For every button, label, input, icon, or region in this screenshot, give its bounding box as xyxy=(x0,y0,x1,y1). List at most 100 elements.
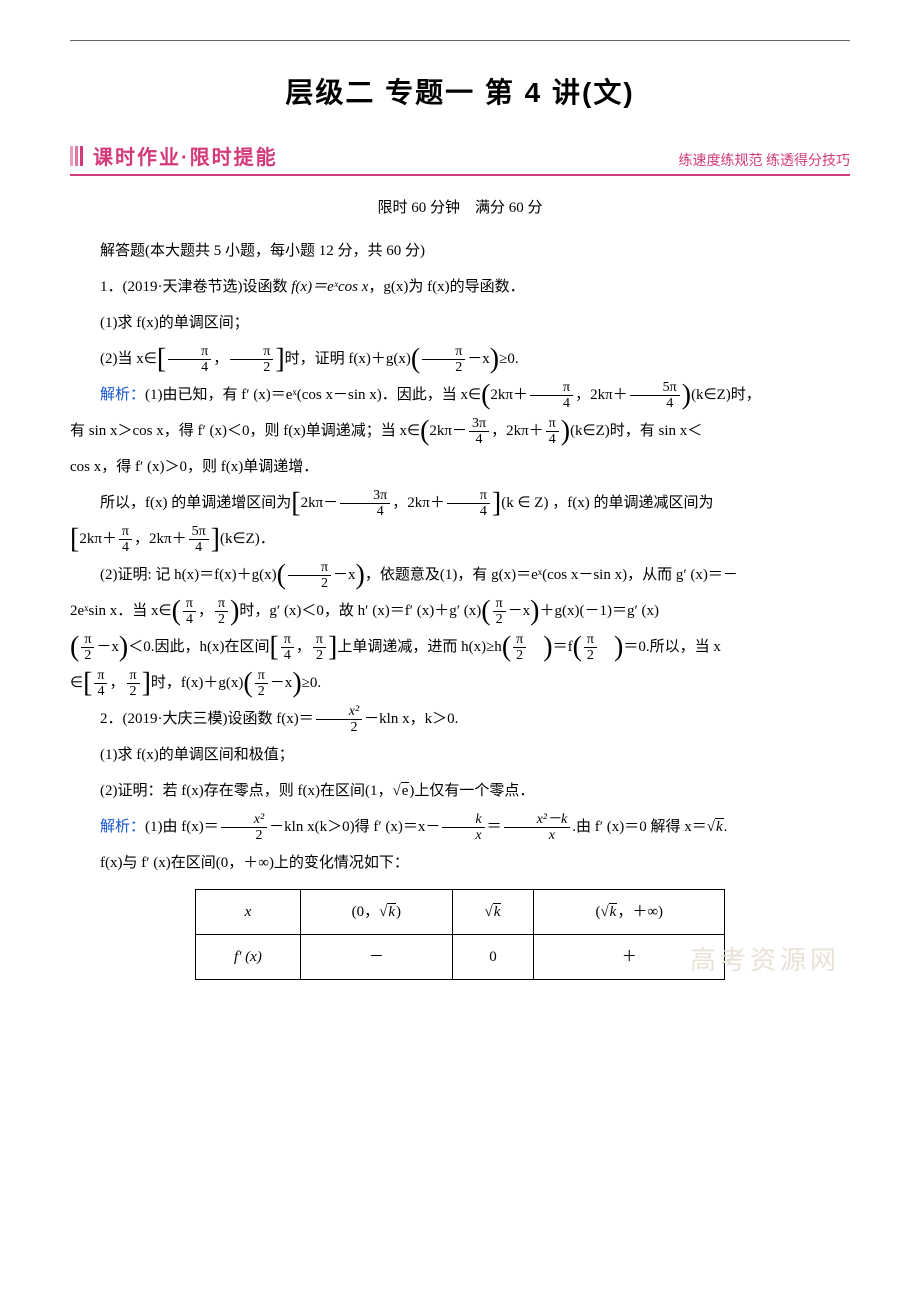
q1-part1: (1)求 f(x)的单调区间； xyxy=(70,305,850,341)
q2-sol1c: ＝ xyxy=(487,819,502,835)
frac-num: π xyxy=(447,488,490,503)
q2-stem: 2．(2019·大庆三模)设函数 f(x)＝x²2－kln x，k＞0. xyxy=(70,701,850,737)
q1-sol1e-pre: 所以，f(x) 的单调递增区间为 xyxy=(100,495,291,511)
frac-num: 3π xyxy=(469,416,489,431)
frac-num: 5π xyxy=(630,380,680,395)
frac-num: k xyxy=(442,812,484,827)
q1-sol1b: 有 sin x＞cos x，得 f′ (x)＜0，则 f(x)单调递减；当 x∈ xyxy=(70,423,420,439)
t: 2kπ＋ xyxy=(590,387,628,403)
q1-sol2c4: ＝0.所以，当 x xyxy=(623,639,721,655)
frac-den: 2 xyxy=(493,611,506,627)
section-header: 课时作业·限时提能 练速度练规范 练透得分技巧 xyxy=(70,141,850,170)
frac-den: 2 xyxy=(313,647,326,663)
sqrt-k: k xyxy=(715,818,724,835)
frac-num: π xyxy=(584,632,597,647)
frac-den: 2 xyxy=(316,719,362,735)
table-cell: (0，√k) xyxy=(301,890,453,935)
frac-num: 3π xyxy=(340,488,390,503)
t: 2kπ＋ xyxy=(490,387,528,403)
frac-num: π xyxy=(168,344,211,359)
frac-num: π xyxy=(513,632,526,647)
q1-sol2-line3: (π2－x)＜0.因此，h(x)在区间[π4，π2]上单调递减，进而 h(x)≥… xyxy=(70,629,850,665)
top-rule xyxy=(70,40,850,41)
q1-sol2c2: 上单调递减，进而 h(x)≥h xyxy=(337,639,501,655)
t: 2kπ－ xyxy=(429,423,467,439)
intro-line: 解答题(本大题共 5 小题，每小题 12 分，共 60 分) xyxy=(70,233,850,269)
q1-stem-text: 1．(2019·天津卷节选)设函数 xyxy=(100,279,288,295)
section-left: 课时作业·限时提能 xyxy=(70,141,278,170)
t: 2kπ＋ xyxy=(506,423,544,439)
table-cell: x xyxy=(195,890,300,935)
frac-num: x² xyxy=(221,812,267,827)
q1-sol2a2: ，依题意及(1)，有 g(x)＝eˣ(cos x－sin x)，从而 g′ (x… xyxy=(365,567,738,583)
q1-part2-prefix: (2)当 x∈ xyxy=(100,351,157,367)
table-cell: √k xyxy=(452,890,534,935)
table-cell: 0 xyxy=(452,935,534,980)
q1-sol-line5: [2kπ＋π4，2kπ＋5π4](k∈Z)． xyxy=(70,521,850,557)
q1-fx: f(x)＝eˣcos x xyxy=(291,279,368,295)
q2-sol1a: (1)由 f(x)＝ xyxy=(145,819,219,835)
q2-sol-line2: f(x)与 f′ (x)在区间(0，＋∞)上的变化情况如下： xyxy=(70,845,850,881)
q1-sol1a: (1)由已知，有 f′ (x)＝eˣ(cos x－sin x)．因此，当 x∈ xyxy=(145,387,481,403)
frac-den: 4 xyxy=(340,503,390,519)
q1-sol2c: ＜0.因此，h(x)在区间 xyxy=(128,639,269,655)
q1-part2-argrest: －x xyxy=(467,351,490,367)
t: －x xyxy=(270,675,293,691)
frac-num: π xyxy=(119,524,132,539)
table-cell: f′ (x) xyxy=(195,935,300,980)
frac-den: x xyxy=(504,827,571,843)
frac-num: π xyxy=(255,668,268,683)
frac-num: π xyxy=(183,596,196,611)
frac-den: 2 xyxy=(513,647,526,663)
table-row: x (0，√k) √k (√k，＋∞) xyxy=(195,890,724,935)
q2-sol1d: .由 f′ (x)＝0 解得 x＝ xyxy=(572,819,707,835)
t: 2kπ＋ xyxy=(79,531,117,547)
q1-sol-line4: 所以，f(x) 的单调递增区间为[2kπ－3π4，2kπ＋π4](k ∈ Z) … xyxy=(70,485,850,521)
frac-num: π xyxy=(230,344,273,359)
q1-sol2c3: ＝f xyxy=(553,639,573,655)
q2-part1: (1)求 f(x)的单调区间和极值； xyxy=(70,737,850,773)
frac-num: π xyxy=(127,668,140,683)
variation-table: x (0，√k) √k (√k，＋∞) f′ (x) － 0 ＋ xyxy=(195,889,725,980)
frac-num: π xyxy=(313,632,326,647)
frac-num: π xyxy=(81,632,94,647)
q2-sol1e: . xyxy=(724,819,728,835)
q2-part2: (2)证明：若 f(x)存在零点，则 f(x)在区间(1，√e)上仅有一个零点． xyxy=(70,773,850,809)
frac-den: 4 xyxy=(281,647,294,663)
q1-gx: ，g(x)为 f(x)的导函数． xyxy=(368,279,524,295)
frac-den: 2 xyxy=(215,611,228,627)
t: 2kπ＋ xyxy=(149,531,187,547)
q1-part2-mid: 时，证明 f(x)＋g(x) xyxy=(285,351,411,367)
frac-den: 2 xyxy=(255,683,268,699)
frac-num: π xyxy=(94,668,107,683)
q1-sol-line1: 解析：(1)由已知，有 f′ (x)＝eˣ(cos x－sin x)．因此，当 … xyxy=(70,377,850,413)
q2-stem-a: 2．(2019·大庆三模)设函数 f(x)＝ xyxy=(100,711,314,727)
solution-label: 解析： xyxy=(100,819,145,835)
page: 层级二 专题一 第 4 讲(文) 课时作业·限时提能 练速度练规范 练透得分技巧… xyxy=(0,0,920,1010)
full-score: 满分 60 分 xyxy=(475,200,543,216)
t: －x xyxy=(508,603,531,619)
frac-den: 2 xyxy=(422,359,465,375)
frac-num: π xyxy=(215,596,228,611)
frac-den: 4 xyxy=(168,359,211,375)
q1-sol2-line2: 2eˣsin x．当 x∈(π4，π2)时，g′ (x)＜0，故 h′ (x)＝… xyxy=(70,593,850,629)
frac-num: π xyxy=(281,632,294,647)
t: 2kπ－ xyxy=(301,495,339,511)
q1-sol1-k: (k∈Z)时， xyxy=(691,387,761,403)
frac-den: 4 xyxy=(630,395,680,411)
body: 解答题(本大题共 5 小题，每小题 12 分，共 60 分) 1．(2019·天… xyxy=(70,233,850,980)
table-row: f′ (x) － 0 ＋ xyxy=(195,935,724,980)
q1-sol1e-mid: (k ∈ Z) ，f(x) 的单调递减区间为 xyxy=(501,495,713,511)
frac-den: 4 xyxy=(183,611,196,627)
solution-label: 解析： xyxy=(100,387,145,403)
frac-num: x² xyxy=(316,704,362,719)
t: 2kπ＋ xyxy=(407,495,445,511)
frac-den: 2 xyxy=(221,827,267,843)
q1-part2: (2)当 x∈[π4，π2]时，证明 f(x)＋g(x)(π2－x)≥0. xyxy=(70,341,850,377)
frac-den: 4 xyxy=(447,503,490,519)
frac-den: 2 xyxy=(81,647,94,663)
q1-sol2b2: 时，g′ (x)＜0，故 h′ (x)＝f′ (x)＋g′ (x) xyxy=(239,603,481,619)
frac-den: 4 xyxy=(546,431,559,447)
q1-sol2b3: ＋g(x)(－1)＝g′ (x) xyxy=(540,603,660,619)
frac-num: π xyxy=(288,560,331,575)
